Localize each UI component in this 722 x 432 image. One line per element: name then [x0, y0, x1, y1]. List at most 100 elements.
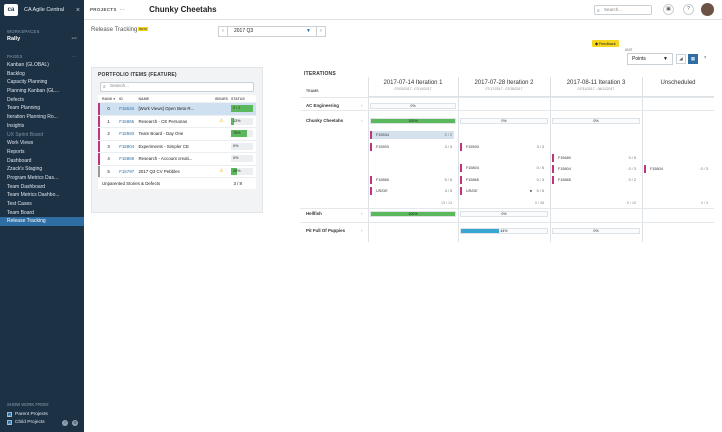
- status-header[interactable]: STATUS: [230, 96, 245, 101]
- feedback-button[interactable]: ◆ Feedback: [592, 40, 619, 47]
- unparented-count: 3 / 8: [233, 181, 242, 186]
- close-icon[interactable]: ×: [75, 6, 80, 14]
- feature-card[interactable]: F15680 0 / 5: [552, 154, 638, 162]
- child-projects-checkbox[interactable]: ✓ Child Projects: [7, 418, 77, 426]
- issues-header[interactable]: ISSUES: [214, 96, 228, 101]
- card-id: US/DE: [466, 189, 478, 193]
- sidebar-item-capacity-planning[interactable]: Capacity Planning: [7, 79, 48, 86]
- help-icon[interactable]: ?: [683, 4, 694, 15]
- check-icon: ✓: [7, 419, 12, 426]
- iteration-column-header[interactable]: Unscheduled: [642, 77, 714, 97]
- team-name[interactable]: Chunky Cheetahs: [306, 118, 344, 123]
- status-fill: [230, 167, 237, 175]
- name-header[interactable]: NAME: [138, 96, 150, 101]
- progress-bar: 0%: [370, 103, 456, 109]
- sidebar-item-reports[interactable]: Reports: [7, 148, 25, 155]
- feature-card[interactable]: F15804 0 / 3: [552, 165, 638, 173]
- sidebar-item-insights[interactable]: Insights: [7, 122, 25, 129]
- chevron-right-icon[interactable]: ›: [361, 103, 363, 108]
- iteration-column-header[interactable]: 2017-08-11 Iteration 3 07/31/2017 - 08/1…: [550, 77, 642, 97]
- chart-view-button[interactable]: ◢: [676, 54, 686, 64]
- status-cell: 75%: [230, 130, 256, 138]
- team-name[interactable]: Pit Full Of Puppies: [306, 228, 346, 233]
- sidebar-item-planning-kanban[interactable]: Planning Kanban (GL...: [7, 88, 59, 95]
- more-icon[interactable]: ···: [71, 36, 78, 42]
- sidebar-item-kanban-global[interactable]: Kanban (GLOBAL): [7, 62, 49, 68]
- sidebar-item-ux-sprint-board[interactable]: UX Sprint Board: [7, 131, 44, 138]
- iteration-column-header[interactable]: 2017-07-28 Iteration 2 07/17/2017 - 07/2…: [458, 77, 550, 97]
- feature-card[interactable]: F15865 0 / 3: [460, 176, 546, 184]
- table-row[interactable]: 3 F15804 Experiments - Simpler CE 0%: [98, 139, 256, 152]
- sidebar-item-team-dashboard[interactable]: Team Dashboard: [7, 183, 46, 190]
- iterations-title: ITERATIONS: [304, 71, 336, 77]
- release-value: 2017 Q3: [234, 28, 254, 34]
- feature-card[interactable]: F15593 3 / 3: [460, 143, 546, 151]
- chevron-right-icon[interactable]: ›: [361, 118, 363, 123]
- avatar[interactable]: [701, 3, 714, 16]
- iteration-column-header[interactable]: 2017-07-14 Iteration 1 07/03/2017 - 07/1…: [368, 77, 458, 97]
- feature-card[interactable]: F15804 0 / 3: [644, 165, 710, 173]
- grid-view-button[interactable]: ▦: [688, 54, 698, 64]
- sidebar-item-release-tracking[interactable]: Release Tracking: [0, 217, 84, 227]
- feature-card[interactable]: US/DE ♠ 0 / 5: [460, 187, 546, 195]
- sidebar-item-dashboard[interactable]: Dashboard: [7, 157, 32, 164]
- projects-breadcrumb[interactable]: PROJECTS: [90, 7, 117, 12]
- previous-release-button[interactable]: ‹: [218, 26, 228, 37]
- notifications-icon[interactable]: ▣: [663, 4, 674, 15]
- show-work-from: SHOW WORK FROM: ✓ Parent Projects ✓ Child …: [0, 398, 84, 432]
- settings-icon[interactable]: ⚙: [72, 420, 78, 426]
- id-link[interactable]: F15865: [119, 118, 135, 124]
- chevron-right-icon[interactable]: ›: [361, 228, 363, 233]
- table-row[interactable]: 2 F15593 Team Board - Day One 75%: [98, 127, 256, 140]
- warning-icon[interactable]: ⚠: [219, 168, 224, 175]
- id-link[interactable]: F15534: [119, 106, 135, 112]
- team-name[interactable]: Hellfish: [306, 211, 322, 216]
- id-header[interactable]: ID: [119, 96, 123, 101]
- feature-card[interactable]: F15593 3 / 3: [370, 143, 454, 151]
- portfolio-search-input[interactable]: ⌕ Search...: [100, 82, 254, 92]
- feature-card[interactable]: F15865 5 / 5: [370, 176, 454, 184]
- sidebar-item-zzacks-staging[interactable]: Zzack's Staging: [7, 166, 43, 173]
- sidebar-item-test-cases[interactable]: Test Cases: [7, 201, 32, 207]
- row-color-bar: [98, 128, 100, 140]
- sidebar-item-work-views[interactable]: Work Views: [7, 140, 34, 147]
- more-icon[interactable]: ···: [71, 54, 77, 59]
- sidebar-item-iteration-planning[interactable]: Iteration Planning Ro...: [7, 114, 58, 121]
- unit-select[interactable]: Points ▼: [627, 53, 673, 65]
- table-row[interactable]: 1 F15865 Research - CE Personas ⚠ 13%: [98, 114, 256, 127]
- sidebar-item-defects[interactable]: Defects: [7, 96, 24, 103]
- sidebar-item-team-planning[interactable]: Team Planning: [7, 105, 41, 112]
- feature-card[interactable]: F15804 0 / 5: [460, 164, 546, 172]
- parent-projects-checkbox[interactable]: ✓ Parent Projects: [7, 410, 77, 418]
- table-row[interactable]: 4 F15869 Research - Account creati... 0%: [98, 152, 256, 165]
- global-search-input[interactable]: ⌕ Search...: [594, 5, 652, 15]
- rank-header[interactable]: RANK ▾: [101, 96, 116, 101]
- more-icon[interactable]: ···: [119, 7, 126, 12]
- help-icon[interactable]: ?: [62, 420, 68, 426]
- feature-card[interactable]: US/DE 3 / 3: [370, 187, 454, 195]
- unparented-row[interactable]: Unparented Stories & Defects 3 / 8: [98, 177, 256, 189]
- sidebar-item-team-metrics[interactable]: Team Metrics Dashbo...: [7, 192, 60, 199]
- project-name[interactable]: Chunky Cheetahs: [149, 5, 217, 14]
- sidebar-item-team-board[interactable]: Team Board: [7, 209, 34, 216]
- workspace-selector[interactable]: Rally ···: [0, 36, 84, 42]
- chevron-right-icon[interactable]: ›: [361, 211, 363, 216]
- id-link[interactable]: F15869: [119, 156, 135, 162]
- team-name[interactable]: AC Engineering: [306, 103, 339, 108]
- portfolio-title: PORTFOLIO ITEMS (FEATURE): [98, 72, 177, 78]
- id-link[interactable]: F15804: [119, 143, 135, 149]
- feature-card[interactable]: F15534 2 / 2: [370, 131, 454, 139]
- table-row[interactable]: 0 F15534 [Work Views] Open Beta R... 2 / 2: [98, 102, 256, 115]
- sidebar-item-backlog[interactable]: Backlog: [7, 70, 25, 77]
- sidebar-item-program-metrics[interactable]: Program Metrics Das...: [7, 174, 59, 181]
- table-row[interactable]: 5 F15797 2017 Q3 CV Pebbles ⚠ 26%: [98, 164, 256, 177]
- id-link[interactable]: F15797: [119, 168, 135, 174]
- warning-icon[interactable]: ⚠: [219, 118, 224, 125]
- portfolio-search-placeholder: Search...: [110, 84, 130, 89]
- next-release-button[interactable]: ›: [316, 26, 326, 37]
- feature-card[interactable]: F15865 0 / 2: [552, 176, 638, 184]
- release-select[interactable]: 2017 Q3 ▼: [228, 26, 316, 37]
- id-link[interactable]: F15593: [119, 131, 135, 137]
- help-icon[interactable]: ?: [703, 55, 707, 60]
- card-id: F15865: [558, 178, 571, 182]
